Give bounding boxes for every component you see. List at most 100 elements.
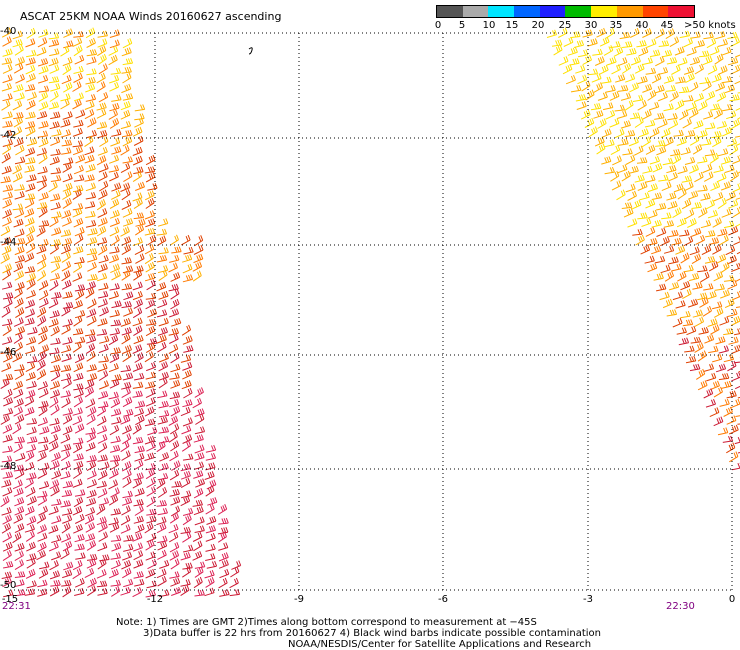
wind-barb [38, 405, 48, 417]
wind-barb [26, 73, 36, 83]
wind-barb [1, 27, 12, 38]
wind-barb [97, 588, 108, 596]
wind-barb [698, 207, 708, 218]
wind-barb [26, 49, 37, 58]
wind-barb [50, 337, 61, 345]
wind-barb [74, 587, 85, 596]
wind-barb [2, 550, 12, 562]
wind-barb [682, 118, 692, 129]
wind-barb [109, 424, 120, 436]
wind-barb [60, 390, 71, 398]
wind-barb [25, 38, 36, 48]
wind-barb [157, 327, 168, 336]
wind-barb [638, 46, 649, 57]
wind-barb [134, 487, 145, 497]
wind-barb [593, 82, 603, 93]
wind-barb [685, 73, 695, 84]
wind-barb [703, 171, 714, 182]
legend-label: 5 [458, 20, 466, 31]
wind-barb [680, 310, 691, 319]
wind-barb [26, 137, 38, 147]
wind-barb [641, 136, 651, 148]
lat-label: -50 [0, 580, 17, 591]
wind-barb [73, 362, 84, 373]
wind-barb [36, 46, 47, 57]
wind-barb [97, 30, 108, 38]
wind-barb [25, 289, 36, 299]
wind-barb [712, 244, 722, 255]
wind-barb [707, 209, 718, 219]
wind-barb [677, 271, 687, 282]
wind-barb [703, 283, 714, 291]
wind-barb [12, 423, 22, 435]
wind-barb [38, 444, 49, 453]
wind-barb [97, 217, 108, 227]
wind-barb [24, 165, 35, 173]
wind-barb [687, 218, 697, 228]
wind-barb [182, 514, 192, 526]
wind-barb [50, 424, 61, 434]
wind-barb [2, 36, 12, 47]
wind-barb [109, 29, 120, 38]
wind-barb [49, 347, 60, 355]
wind-barb [158, 290, 169, 300]
wind-barb [120, 524, 131, 534]
wind-barb [2, 407, 14, 416]
wind-barb [169, 391, 181, 400]
wind-barb [145, 292, 157, 300]
wind-barb [658, 40, 670, 47]
wind-barb [1, 152, 11, 164]
wind-barb [25, 157, 36, 165]
wind-barb [182, 254, 193, 263]
wind-barb [61, 344, 72, 354]
wind-barb [36, 111, 48, 120]
wind-barb [642, 83, 653, 93]
wind-barb [145, 218, 156, 228]
wind-barb [703, 110, 714, 120]
wind-barb [726, 415, 737, 425]
wind-barb [157, 218, 169, 227]
wind-barb [86, 489, 97, 499]
wind-barb [649, 101, 660, 111]
wind-barb [24, 406, 35, 416]
wind-barb [25, 345, 36, 355]
wind-barb [204, 471, 215, 480]
wind-barb [51, 452, 61, 462]
wind-barb [170, 577, 181, 587]
wind-barb [38, 192, 49, 201]
wind-barb [97, 488, 108, 499]
wind-barb [25, 308, 35, 318]
wind-barb [133, 559, 144, 569]
wind-barb [169, 469, 180, 481]
wind-barb [180, 463, 191, 472]
wind-barb [98, 255, 109, 264]
wind-barb [96, 199, 106, 211]
wind-barb [683, 66, 695, 75]
wind-barb [2, 74, 13, 84]
wind-barb [181, 324, 192, 336]
wind-barb [734, 380, 740, 390]
wind-barb [2, 514, 12, 525]
wind-barb [182, 263, 193, 274]
wind-barb [26, 557, 36, 569]
wind-barb [132, 423, 142, 435]
wind-barb [49, 243, 59, 255]
wind-barb [665, 28, 675, 40]
wind-barb [50, 111, 61, 120]
wind-barb [109, 283, 120, 291]
wind-barb [182, 544, 194, 553]
wind-barb [97, 415, 107, 427]
wind-barb [86, 414, 96, 426]
wind-barb [73, 174, 85, 182]
wind-barb [671, 153, 682, 165]
wind-barb [180, 495, 191, 507]
wind-barb [12, 164, 22, 175]
wind-barb [72, 207, 83, 218]
wind-barb [645, 226, 656, 237]
wind-barb [14, 497, 25, 507]
wind-barb [617, 84, 629, 92]
wind-barb [133, 472, 144, 481]
wind-barb [729, 451, 739, 463]
wind-barb [715, 336, 726, 345]
